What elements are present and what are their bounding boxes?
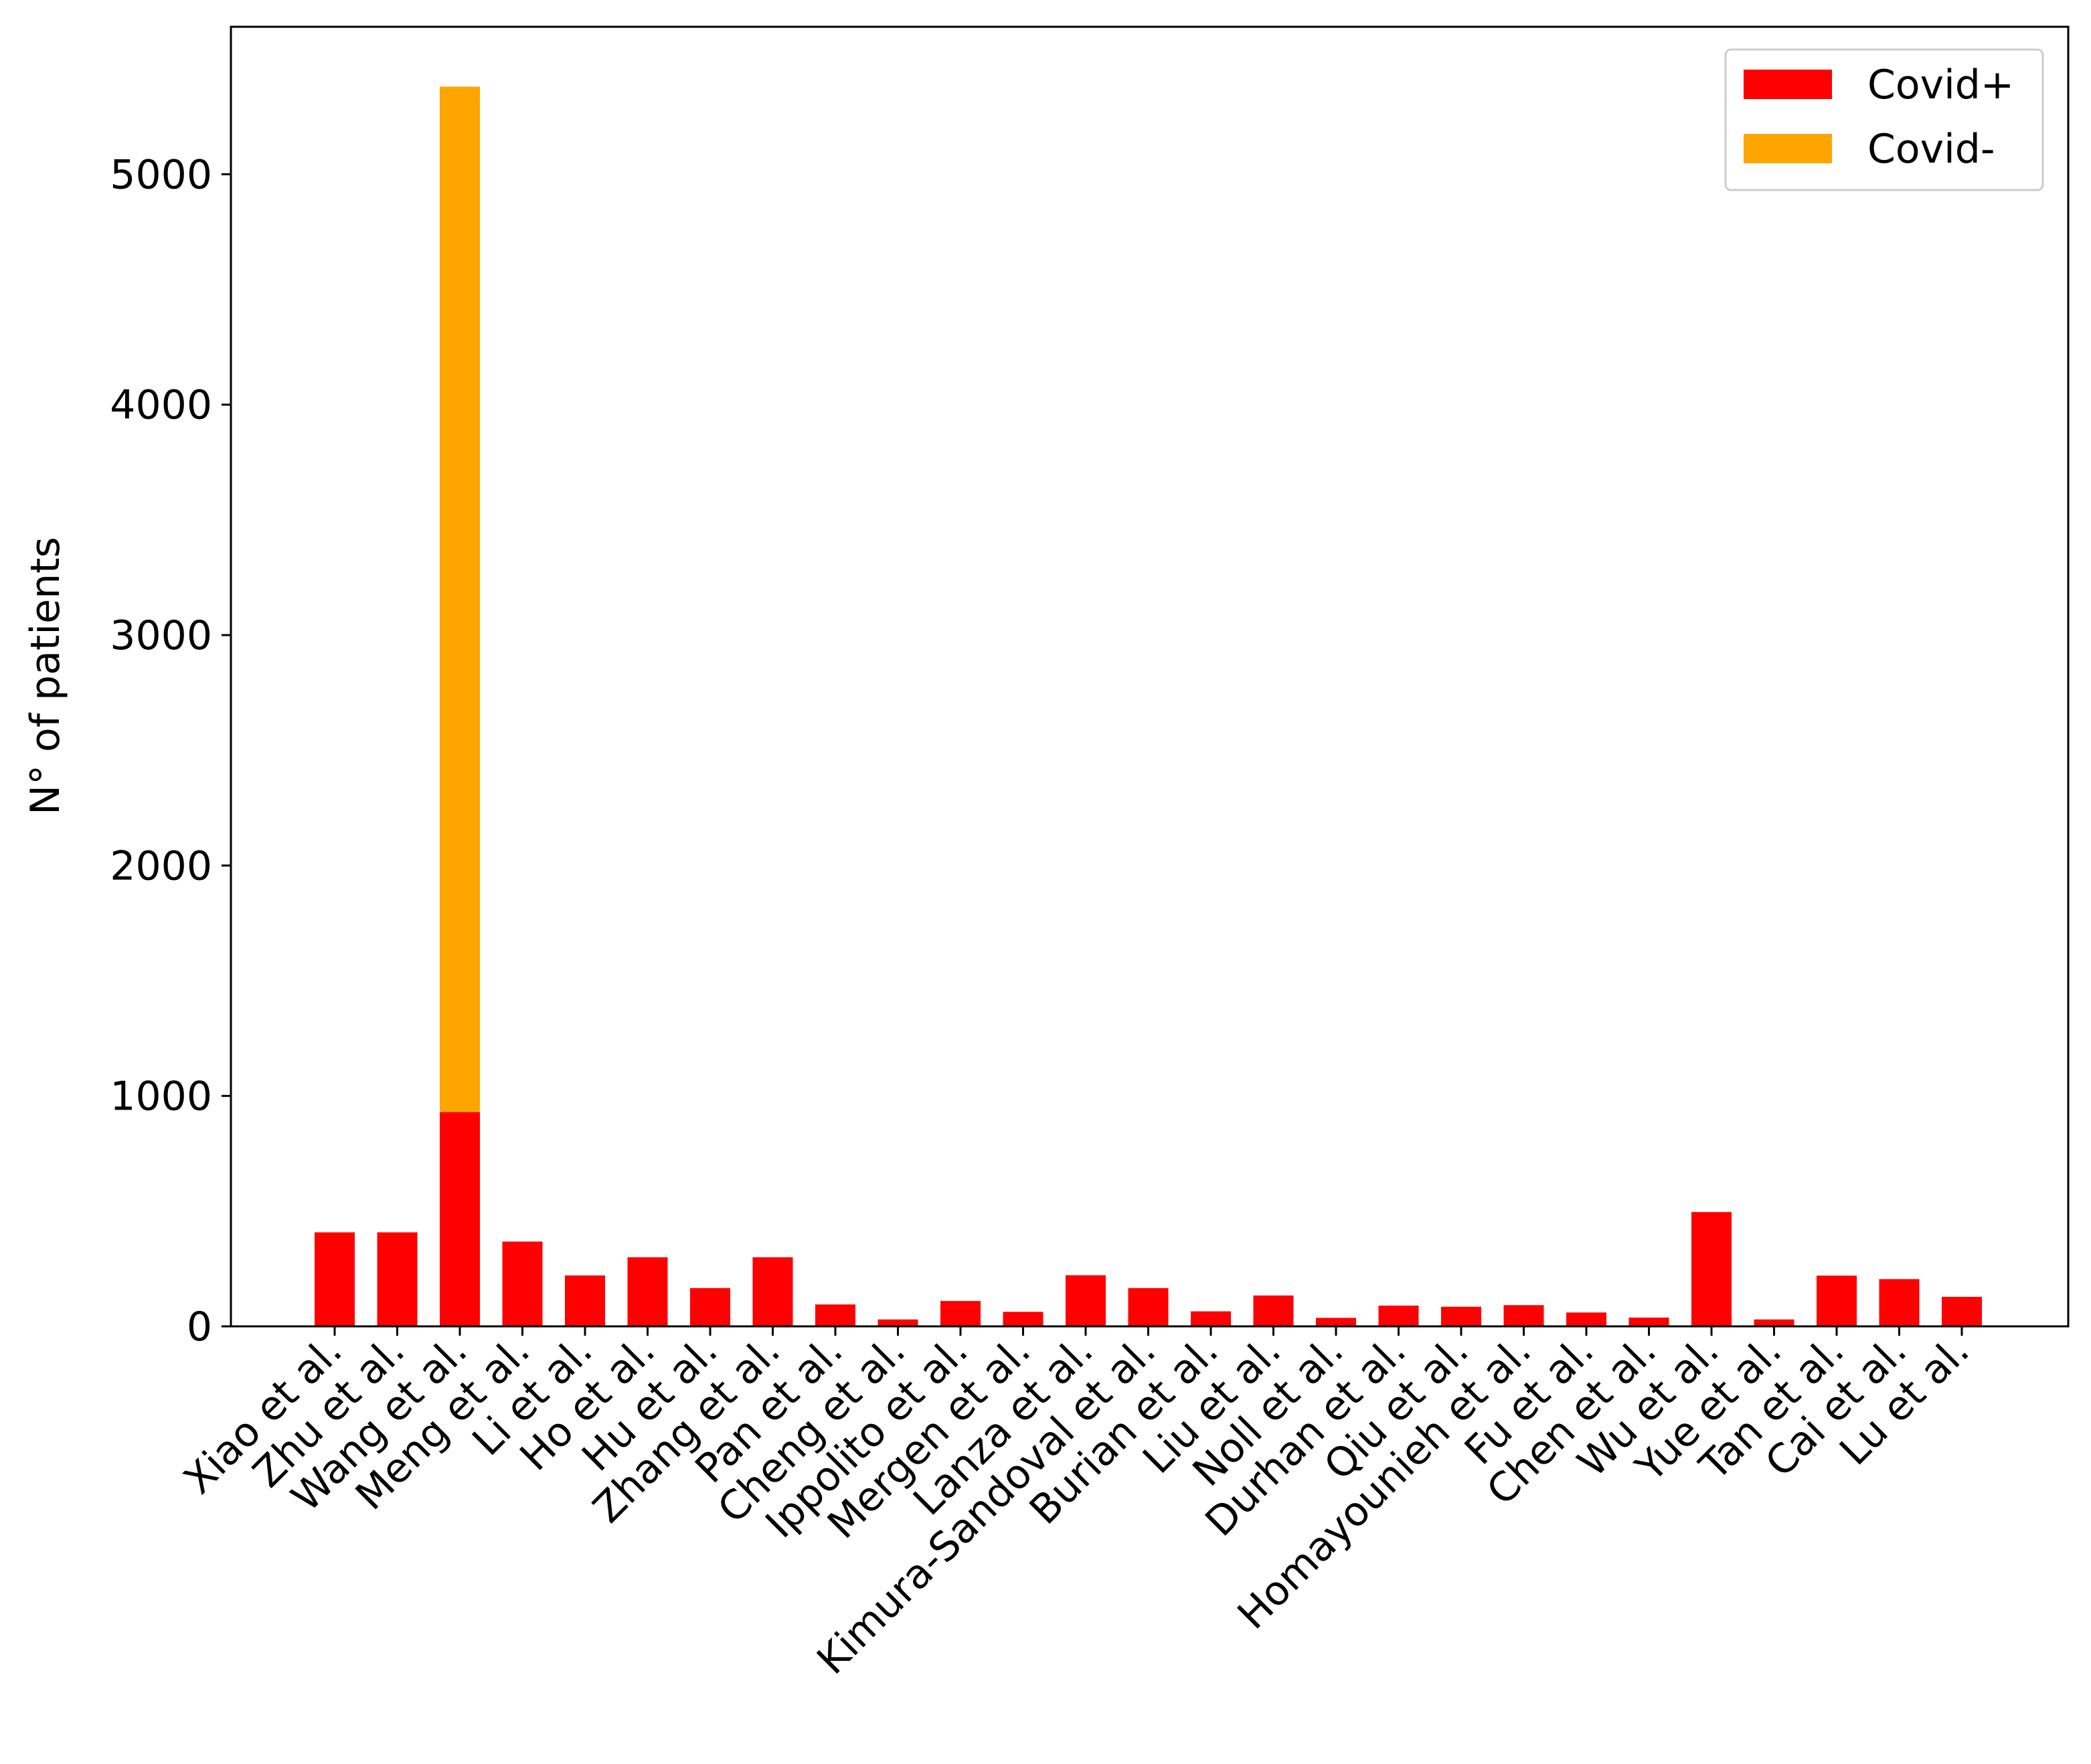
bar-wu-et-al-covid-positive (1691, 1212, 1732, 1326)
legend-swatch-covid-negative (1744, 134, 1832, 163)
bar-ippolito-et-al-covid-positive (940, 1301, 981, 1326)
bar-cheng-et-al-covid-positive (877, 1319, 918, 1326)
y-tick-label: 0 (187, 1304, 212, 1350)
legend-label-covid-positive: Covid+ (1867, 62, 2014, 108)
y-axis-label: N° of patients (22, 537, 69, 815)
bar-liu-et-al-covid-positive (1253, 1295, 1294, 1326)
bar-tan-et-al-covid-positive (1817, 1275, 1857, 1326)
y-tick-label: 4000 (110, 382, 212, 429)
y-tick-label: 3000 (110, 612, 212, 659)
legend-label-covid-negative: Covid- (1867, 126, 1995, 173)
bar-wang-et-al-covid-positive (440, 1112, 480, 1326)
bar-mergen-et-al-covid-positive (1003, 1312, 1043, 1326)
bar-noll-et-al-covid-positive (1316, 1318, 1356, 1326)
bar-zhu-et-al-covid-positive (377, 1232, 418, 1326)
bar-hu-et-al-covid-positive (690, 1288, 730, 1326)
legend-swatch-covid-positive (1744, 70, 1832, 99)
bar-ho-et-al-covid-positive (627, 1257, 668, 1326)
bar-li-et-al-covid-positive (565, 1275, 605, 1326)
bar-fu-et-al-covid-positive (1566, 1312, 1606, 1326)
bar-lanza-et-al-covid-positive (1066, 1275, 1106, 1326)
bar-lu-et-al-covid-positive (1942, 1296, 1982, 1326)
bar-homayounieh-et-al-covid-positive (1503, 1305, 1544, 1326)
bar-pan-et-al-covid-positive (815, 1304, 855, 1326)
bar-cai-et-al-covid-positive (1879, 1279, 1920, 1326)
bars-layer (315, 86, 1982, 1326)
x-axis: Xiao et al.Zhu et al.Wang et al.Meng et … (175, 1326, 1979, 1684)
bar-kimura-sandoval-et-al-covid-positive (1128, 1288, 1169, 1326)
plot-frame (230, 25, 2070, 1328)
y-axis: 0 1000 2000 3000 4000 5000 (110, 151, 231, 1350)
bar-meng-et-al-covid-positive (502, 1241, 543, 1326)
legend: Covid+ Covid- (1724, 48, 2044, 191)
y-tick-label: 1000 (110, 1073, 212, 1120)
bar-chen-et-al-covid-positive (1628, 1317, 1669, 1326)
bar-burian-et-al-covid-positive (1191, 1311, 1231, 1326)
bar-zhang-et-al-covid-positive (752, 1257, 793, 1326)
y-tick-label: 2000 (110, 843, 212, 889)
bar-wang-et-al-covid-negative (440, 86, 480, 1112)
bar-yue-et-al-covid-positive (1754, 1319, 1794, 1326)
bar-xiao-et-al-covid-positive (315, 1232, 355, 1326)
y-tick-label: 5000 (110, 151, 212, 198)
bar-qiu-et-al-covid-positive (1441, 1306, 1481, 1326)
bar-durhan-et-al-covid-positive (1378, 1306, 1419, 1326)
